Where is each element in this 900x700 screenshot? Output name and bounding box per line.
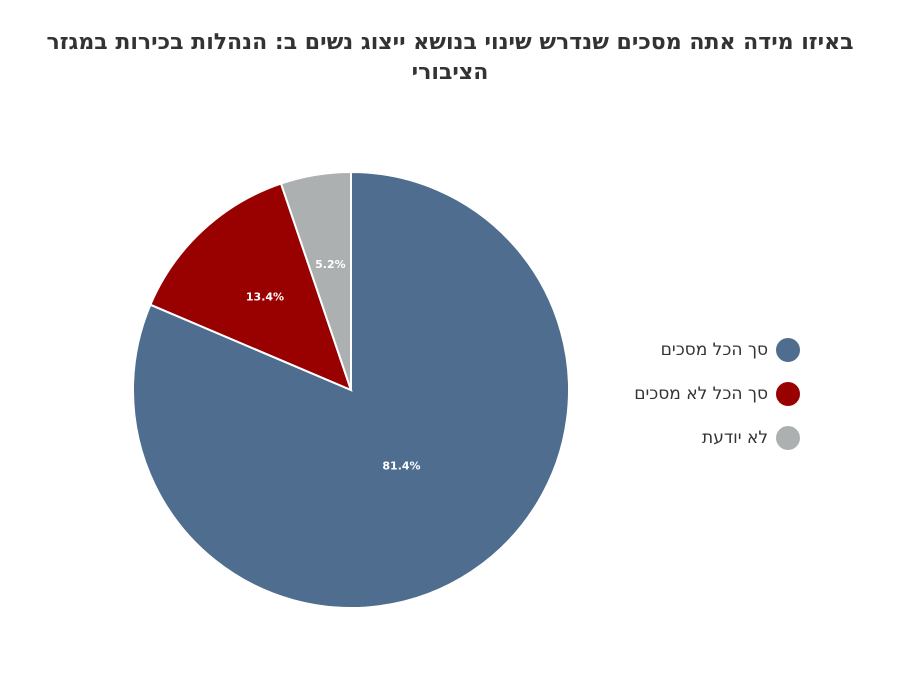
legend-label-disagree: סך הכל לא מסכים <box>634 384 768 404</box>
data-label-agree: 81.4% <box>382 459 420 472</box>
legend-item-dont-know[interactable]: לא יודעת <box>600 416 800 460</box>
pie-slices <box>132 170 570 609</box>
legend-swatch-dont-know <box>776 426 800 450</box>
legend-label-dont-know: לא יודעת <box>702 428 768 448</box>
chart-title: באיזו מידה אתה מסכים שנדרש שינוי בנושא י… <box>46 30 854 85</box>
legend-item-disagree[interactable]: סך הכל לא מסכים <box>600 372 800 416</box>
pie-slice-dont-know[interactable] <box>279 170 352 391</box>
pie-data-labels: 81.4% 13.4% 5.2% <box>246 258 421 472</box>
data-label-dont-know: 5.2% <box>315 258 346 271</box>
legend-swatch-agree <box>776 338 800 362</box>
data-label-disagree: 13.4% <box>246 290 284 303</box>
legend-swatch-disagree <box>776 382 800 406</box>
legend-label-agree: סך הכל מסכים <box>660 340 768 360</box>
pie-slice-disagree[interactable] <box>149 182 353 392</box>
legend: סך הכל מסכים סך הכל לא מסכים לא יודעת <box>600 328 800 460</box>
legend-item-agree[interactable]: סך הכל מסכים <box>600 328 800 372</box>
